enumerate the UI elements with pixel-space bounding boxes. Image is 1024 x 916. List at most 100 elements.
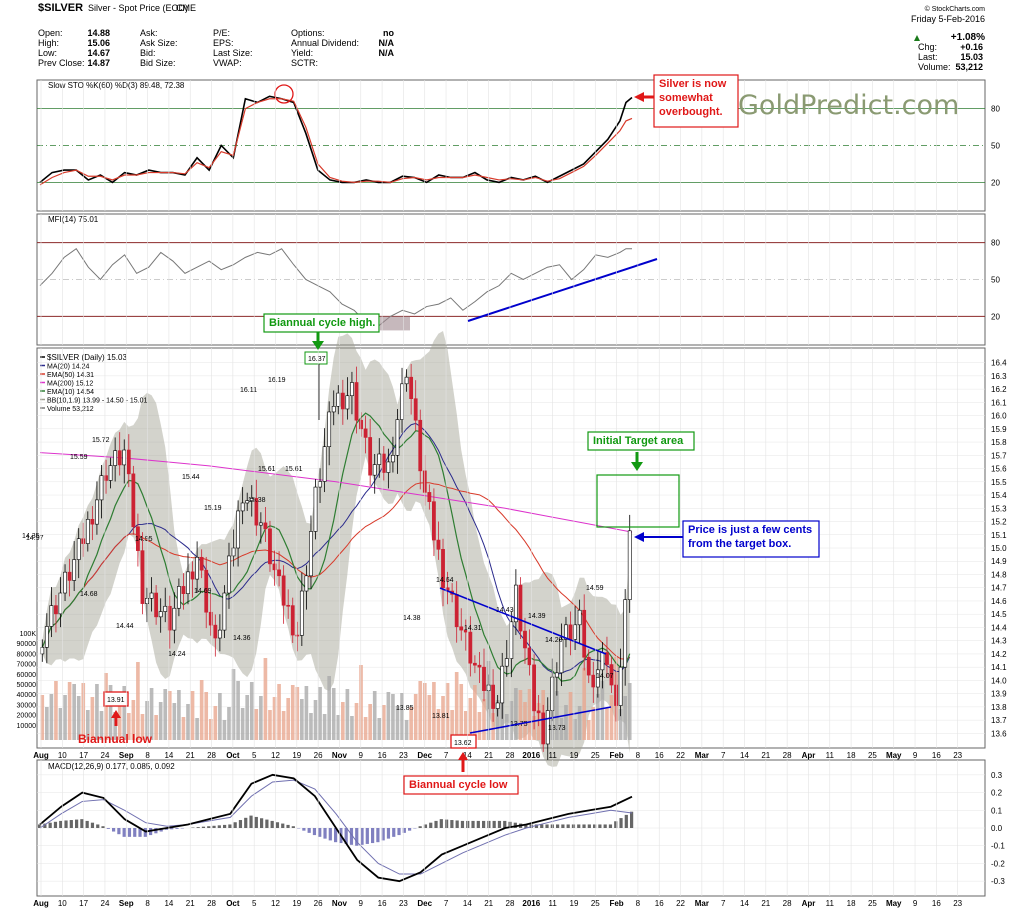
candle-body xyxy=(583,610,586,657)
candle-body xyxy=(478,665,481,667)
volume-bar xyxy=(455,672,459,740)
volume-bar xyxy=(414,694,418,740)
price-tick-label: 16.4 xyxy=(991,359,1007,368)
candle-body xyxy=(305,576,308,591)
volume-bar xyxy=(373,691,377,740)
x-tick-label: 19 xyxy=(570,751,579,760)
price-note-text: Price is just a few cents xyxy=(688,524,812,536)
candle-body xyxy=(560,639,563,672)
macd-histogram-bar xyxy=(572,824,575,828)
candle-body xyxy=(59,593,62,614)
price-label: 13.91 xyxy=(107,697,125,704)
price-tick-label: 16.2 xyxy=(991,385,1007,394)
x-tick-label: Feb xyxy=(609,751,623,760)
macd-histogram-bar xyxy=(107,828,110,829)
quote-label: Open: xyxy=(38,28,63,38)
x-tick-label: Mar xyxy=(695,899,709,908)
x-tick-label: 11 xyxy=(826,751,835,760)
candle-body xyxy=(410,377,413,399)
quote-value: 15.06 xyxy=(87,38,110,48)
macd-histogram-bar xyxy=(271,821,274,828)
price-tick-label: 16.1 xyxy=(991,398,1007,407)
volume-bar xyxy=(555,691,559,740)
price-label: 14.64 xyxy=(436,577,454,584)
x-tick-label: 16 xyxy=(932,899,941,908)
macd-histogram-bar xyxy=(128,828,131,837)
volume-tick-label: 30000 xyxy=(17,702,37,709)
price-label: 15.44 xyxy=(182,474,200,481)
candle-body xyxy=(232,548,235,556)
volume-bar xyxy=(327,676,331,740)
volume-bar xyxy=(478,712,482,740)
volume-bar xyxy=(291,685,295,740)
volume-bar xyxy=(195,718,199,740)
candle-body xyxy=(82,539,85,544)
macd-histogram-bar xyxy=(244,818,247,828)
volume-tick-label: 70000 xyxy=(17,662,37,669)
candle-body xyxy=(227,556,230,593)
quote-label: Prev Close: xyxy=(38,58,85,68)
candle-body xyxy=(614,685,617,706)
macd-histogram-bar xyxy=(281,824,284,828)
header-symbol: $SILVER xyxy=(38,2,83,14)
x-tick-label: 25 xyxy=(868,751,877,760)
x-tick-label: 23 xyxy=(953,751,962,760)
candle-body xyxy=(86,519,89,543)
candle-body xyxy=(268,529,271,564)
volume-bar xyxy=(72,684,76,740)
macd-histogram-bar xyxy=(86,821,89,828)
macd-histogram-bar xyxy=(567,824,570,828)
volume-bar xyxy=(391,694,395,740)
macd-histogram-bar xyxy=(255,817,258,828)
candle-body xyxy=(601,653,604,670)
volume-tick-label: 10000 xyxy=(17,723,37,730)
quote-label: SCTR: xyxy=(291,58,318,68)
x-tick-label: 8 xyxy=(145,899,150,908)
volume-bar xyxy=(191,691,195,740)
macd-histogram-bar xyxy=(419,826,422,828)
x-tick-label: 5 xyxy=(252,899,257,908)
macd-histogram-bar xyxy=(424,824,427,828)
header-exch: CME xyxy=(176,3,196,13)
macd-histogram-bar xyxy=(408,828,411,831)
macd-histogram-bar xyxy=(207,826,210,828)
candle-body xyxy=(437,540,440,549)
volume-bar xyxy=(264,658,268,740)
target-note-text: Initial Target area xyxy=(593,435,684,447)
candle-body xyxy=(519,585,522,631)
candle-body xyxy=(419,420,422,471)
macd-histogram-bar xyxy=(91,823,94,828)
candle-body xyxy=(592,675,595,687)
x-tick-label: 14 xyxy=(463,899,472,908)
macd-histogram-bar xyxy=(49,823,52,828)
candle-body xyxy=(236,511,239,548)
price-label: 15.61 xyxy=(258,466,276,473)
candle-body xyxy=(114,451,117,466)
x-tick-label: 25 xyxy=(591,899,600,908)
candle-body xyxy=(214,625,217,638)
volume-bar xyxy=(186,704,190,740)
x-tick-label: 28 xyxy=(783,899,792,908)
volume-bar xyxy=(578,706,582,740)
price-tick-label: 14.7 xyxy=(991,584,1007,593)
x-tick-label: 16 xyxy=(378,751,387,760)
x-tick-label: 7 xyxy=(444,899,449,908)
macd-histogram-bar xyxy=(175,828,178,829)
candle-body xyxy=(587,657,590,675)
macd-histogram-bar xyxy=(630,812,633,828)
candle-body xyxy=(346,396,349,409)
volume-bar xyxy=(610,695,614,740)
low2-note-text: Biannual cycle low xyxy=(409,779,508,791)
quote-value: 15.03 xyxy=(960,52,983,62)
price-tick-label: 15.1 xyxy=(991,531,1007,540)
volume-bar xyxy=(591,707,595,740)
candle-body xyxy=(551,677,554,710)
cycle-high-note-text: Biannual cycle high. xyxy=(269,317,375,329)
volume-bar xyxy=(54,681,58,740)
macd-histogram-bar xyxy=(276,822,279,828)
candle-body xyxy=(218,630,221,638)
candle-body xyxy=(555,673,558,677)
price-label: 14.39 xyxy=(528,613,546,620)
price-label: 14.95 xyxy=(135,536,153,543)
